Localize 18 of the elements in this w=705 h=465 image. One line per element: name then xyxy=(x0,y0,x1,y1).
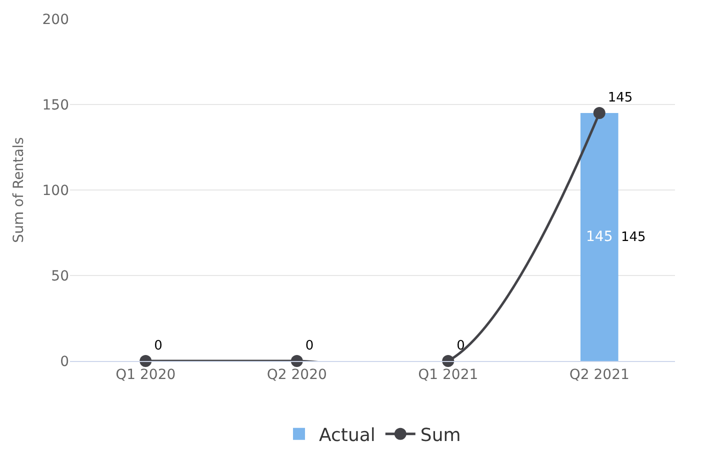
y-tick-label: 200 xyxy=(42,12,69,28)
y-tick-label: 150 xyxy=(42,97,69,114)
legend-label: Actual xyxy=(319,424,376,446)
annotation: 145 xyxy=(621,230,646,245)
data-label: 145 xyxy=(586,229,613,246)
y-tick-label: 0 xyxy=(60,354,69,370)
y-axis-title: Sum of Rentals xyxy=(10,137,27,243)
data-label: 0 xyxy=(456,338,465,354)
data-label: 0 xyxy=(154,338,162,354)
y-tick-label: 50 xyxy=(51,268,69,284)
legend-label: Sum xyxy=(420,424,461,446)
x-tick-label: Q1 2020 xyxy=(116,366,176,383)
y-tick-label: 100 xyxy=(42,182,69,199)
x-tick-label: Q2 2021 xyxy=(569,366,630,383)
x-tick-label: Q1 2021 xyxy=(418,366,478,383)
data-label: 0 xyxy=(305,338,314,354)
x-tick-label: Q2 2020 xyxy=(266,366,327,383)
data-label: 145 xyxy=(608,90,633,106)
